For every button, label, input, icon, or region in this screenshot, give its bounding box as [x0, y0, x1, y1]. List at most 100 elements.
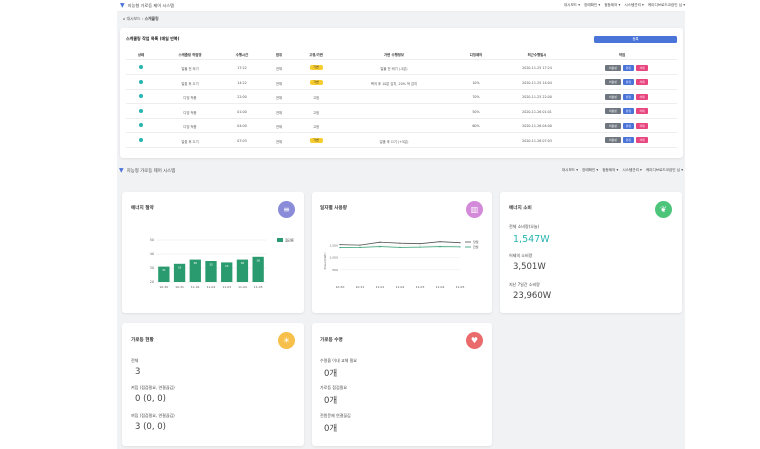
edit-button[interactable]: 편집 [623, 137, 634, 144]
x-tick-label: 10-30 [159, 285, 168, 289]
status-on-value: 0 (0, 0) [135, 394, 166, 404]
x-tick-label: 10-31 [175, 285, 184, 289]
leaf-icon: ❦ [655, 201, 672, 218]
breadcrumb: ⌂ 대시보드 › 스케줄링 [123, 16, 159, 22]
cell-var: 일몰 전 켜기 (-5분) [380, 67, 408, 71]
disable-button[interactable]: 비활성 [605, 137, 621, 144]
section-title: 지능형 가로등 제어 시스템 [126, 168, 176, 174]
column-header-8[interactable]: 작업 [618, 53, 626, 57]
column-header-5[interactable]: 가변 수행정보 [384, 53, 404, 57]
coins-icon: ≡ [278, 201, 295, 218]
nav-link-4[interactable]: 케이디브로드코캄인 님 ▾ [647, 3, 685, 7]
x-tick-label: 11-04 [238, 285, 247, 289]
bar-value-label: 34 [225, 264, 229, 268]
column-header-1[interactable]: 스케줄링 작업명 [178, 53, 202, 57]
status-dot [139, 123, 143, 127]
delete-button[interactable]: 삭제 [636, 137, 648, 144]
row-divider [126, 117, 677, 118]
bar-value-label: 31 [162, 268, 166, 272]
delete-button[interactable]: 삭제 [636, 79, 648, 86]
status-dot [139, 79, 143, 84]
column-header-0[interactable]: 상태 [137, 53, 145, 57]
edit-button[interactable]: 편집 [623, 122, 634, 129]
cell-name: 디밍 적용 [183, 125, 197, 129]
bar-value-label: 36 [241, 261, 245, 265]
consumption-yesterday-label: 어제의 소비량 [509, 253, 533, 258]
cell-name: 일출 후 끄기 [181, 81, 199, 86]
edit-button[interactable]: 편집 [623, 79, 634, 86]
delete-button[interactable]: 삭제 [636, 122, 648, 129]
life-check-label: 가로등 점검필요 [320, 385, 348, 390]
row-divider [126, 146, 677, 147]
nav-link-1[interactable]: 장애확인 ▾ [582, 168, 599, 172]
top-nav-links: 대시보드 ▾ 장애확인 ▾ 점등제어 ▾ 시스템관리 ▾ 케이디브로드코캄인 님 ▾ [564, 3, 685, 8]
cell-last: 2020-11-25 14:04 [522, 80, 552, 85]
section-logo-icon: ▼ [119, 167, 124, 174]
bar [205, 261, 217, 282]
x-tick-label: 11-01 [191, 285, 200, 289]
breadcrumb-home[interactable]: 대시보드 [126, 16, 141, 21]
disable-button[interactable]: 비활성 [605, 64, 621, 71]
bar [158, 266, 170, 282]
edit-button[interactable]: 편집 [623, 64, 634, 71]
lamp-life-card [312, 323, 492, 446]
nav-link-2[interactable]: 점등제어 ▾ [604, 3, 621, 7]
bar-value-label: 38 [256, 258, 260, 262]
nav-link-0[interactable]: 대시보드 ▾ [561, 168, 579, 172]
cell-last: 2020-11-25 17:24 [522, 66, 552, 70]
bar [173, 263, 186, 282]
disable-button[interactable]: 비활성 [605, 122, 621, 129]
x-tick-label: 11-02 [396, 285, 405, 289]
logo-icon[interactable]: ▼ [120, 2, 125, 9]
series-point [399, 242, 401, 244]
delete-button[interactable]: 삭제 [636, 64, 648, 71]
cell-var: 복의 후 10분 감지, 20% 적 감지 [370, 81, 418, 86]
nav-link-2[interactable]: 점등제어 ▾ [602, 168, 619, 172]
energy-saving-title: 에너지 절약 [131, 206, 154, 211]
bar-value-label: 33 [178, 265, 182, 269]
status-dot [139, 65, 143, 69]
consumption-week-label: 지난 7일간 소비량 [509, 282, 540, 287]
cell-name: 일몰 전 켜기 [181, 67, 199, 71]
column-header-6[interactable]: 디밍제어 [469, 53, 483, 57]
edit-button[interactable]: 편집 [623, 93, 634, 100]
home-icon[interactable]: ⌂ [123, 16, 126, 21]
y-tick-label: 20 [150, 280, 154, 284]
column-header-3[interactable]: 범위 [275, 53, 283, 57]
x-tick-label: 10-31 [356, 285, 365, 289]
energy-consumption-title: 에너지 소비 [509, 206, 532, 211]
column-header-4[interactable]: 고정/가변 [309, 53, 323, 57]
column-header-7[interactable]: 최근수행일시 [527, 53, 547, 57]
cell-dim: 10% [472, 80, 480, 85]
nav-link-0[interactable]: 대시보드 ▾ [563, 3, 581, 7]
y-axis-label: Power(kWh) [323, 253, 327, 270]
app-title[interactable]: 지능형 가로등 제어 시스템 [127, 2, 174, 8]
nav-link-1[interactable]: 장애확인 ▾ [584, 3, 601, 7]
series-point [439, 246, 441, 248]
nav-link-3[interactable]: 시스템관리 ▾ [622, 168, 642, 172]
x-tick-label: 11-05 [456, 285, 465, 289]
x-tick-label: 11-03 [416, 285, 425, 289]
status-dot [139, 108, 143, 113]
energy-saving-card [122, 192, 304, 313]
disable-button[interactable]: 비활성 [605, 79, 621, 86]
legend-label: 절감률 [285, 238, 294, 243]
cell-dim: 60% [472, 124, 480, 128]
series-point [399, 246, 401, 248]
breadcrumb-current: 스케줄링 [144, 16, 159, 21]
add-schedule-button[interactable]: 등록 [594, 36, 677, 43]
delete-button[interactable]: 삭제 [636, 108, 648, 115]
delete-button[interactable]: 삭제 [636, 93, 648, 100]
edit-button[interactable]: 편집 [623, 108, 634, 115]
disable-button[interactable]: 비활성 [605, 108, 621, 115]
schedule-title: 스케줄링 작업 목록 (매일 반복) [126, 36, 180, 41]
nav-link-4[interactable]: 케이디브로드코캄인 님 ▾ [645, 168, 683, 172]
status-total-label: 전체 [131, 358, 139, 363]
chart-icon: ▥ [466, 201, 483, 218]
legend-label: 전월 [473, 244, 479, 249]
column-header-2[interactable]: 수행시간 [235, 53, 249, 57]
nav-link-3[interactable]: 시스템관리 ▾ [624, 3, 644, 7]
cell-scope: 전체 [275, 96, 283, 100]
series-point [359, 244, 361, 246]
disable-button[interactable]: 비활성 [605, 93, 621, 100]
